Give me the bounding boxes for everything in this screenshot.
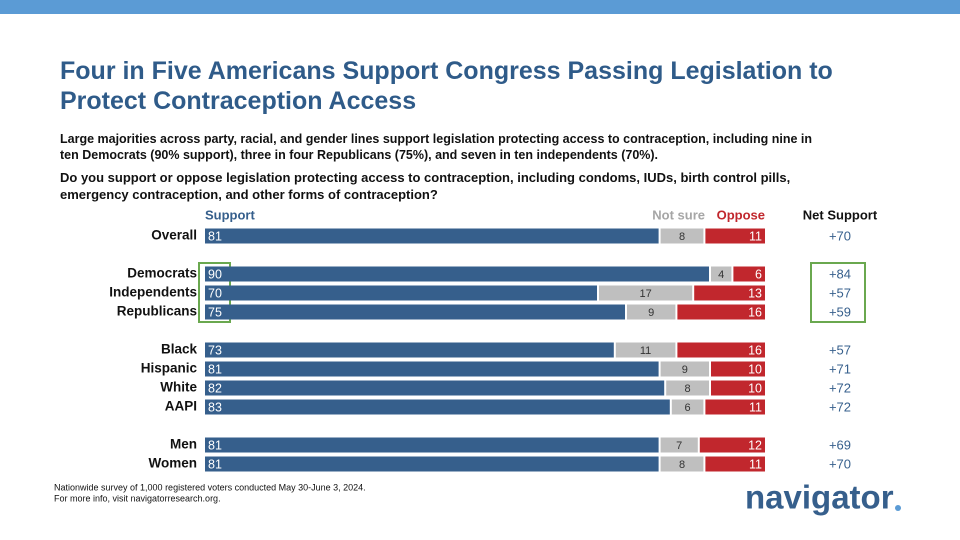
value-label: 81	[208, 438, 222, 452]
bar-segment	[660, 228, 704, 244]
value-label: 81	[208, 457, 222, 471]
value-label: 10	[748, 381, 762, 395]
bar-segment	[677, 304, 765, 320]
legend-label: Oppose	[717, 207, 765, 222]
value-label: 11	[749, 400, 762, 414]
value-label: 6	[685, 402, 691, 414]
value-label: 70	[208, 286, 222, 300]
value-label: 16	[748, 343, 762, 357]
bar-segment	[666, 380, 709, 396]
logo: navigator	[745, 479, 894, 516]
bar-segment	[711, 380, 765, 396]
bar-segment	[205, 228, 659, 244]
category-label: Republicans	[117, 304, 197, 319]
category-label: Independents	[109, 285, 197, 300]
bar-segment	[660, 437, 698, 453]
value-label: 13	[748, 286, 762, 300]
bar-segment	[205, 285, 597, 301]
value-label: 12	[748, 438, 762, 452]
category-label: Men	[170, 437, 197, 452]
value-label: 11	[640, 345, 651, 357]
footnote: For more info, visit navigatorresearch.o…	[54, 493, 221, 503]
chart-title: Four in Five Americans Support Congress …	[60, 57, 833, 115]
bar-segment	[205, 380, 665, 396]
bar-segment	[205, 456, 659, 472]
net-support-label: +57	[829, 342, 851, 357]
net-support-label: +57	[829, 285, 851, 300]
bar-segment	[205, 361, 659, 377]
bar-segment	[660, 456, 704, 472]
bar-segment	[711, 361, 765, 377]
category-label: Hispanic	[141, 361, 198, 376]
category-label: AAPI	[165, 399, 197, 414]
value-label: 8	[679, 459, 685, 471]
value-label: 11	[749, 229, 762, 243]
bar-segment	[694, 285, 765, 301]
value-label: 11	[749, 457, 762, 471]
value-label: 75	[208, 305, 222, 319]
value-label: 9	[648, 307, 654, 319]
net-support-label: +72	[829, 380, 851, 395]
logo-dot	[895, 505, 901, 511]
value-label: 17	[639, 288, 651, 300]
value-label: 16	[748, 305, 762, 319]
net-support-label: +59	[829, 304, 851, 319]
value-label: 4	[718, 269, 724, 281]
net-support-label: +70	[829, 228, 851, 243]
bar-segment	[699, 437, 765, 453]
net-support-label: +72	[829, 399, 851, 414]
top-strip	[0, 0, 960, 14]
bar-segment	[677, 342, 765, 358]
net-header: Net Support	[803, 207, 878, 222]
highlight-box	[810, 262, 866, 323]
value-label: 9	[682, 364, 688, 376]
bar-segment	[205, 437, 659, 453]
bar-segment	[733, 266, 765, 282]
bar-segment	[671, 399, 704, 415]
bar-segment	[660, 361, 709, 377]
net-support-label: +69	[829, 437, 851, 452]
value-label: 6	[755, 267, 762, 281]
footnote: Nationwide survey of 1,000 registered vo…	[54, 482, 366, 492]
category-label: Women	[148, 456, 197, 471]
legend-label: Support	[205, 207, 255, 222]
bar-segment	[205, 399, 670, 415]
category-label: Black	[161, 342, 198, 357]
bar-segment	[705, 228, 765, 244]
net-support-label: +71	[829, 361, 851, 376]
category-label: White	[160, 380, 197, 395]
legend-label: Not sure	[652, 207, 705, 222]
value-label: 90	[208, 267, 222, 281]
bar-segment	[205, 266, 709, 282]
value-label: 83	[208, 400, 222, 414]
bar-segment	[205, 342, 614, 358]
bar-segment	[599, 285, 693, 301]
category-label: Democrats	[127, 266, 197, 281]
bar-segment	[205, 304, 625, 320]
value-label: 73	[208, 343, 222, 357]
bar-segment	[705, 456, 765, 472]
subtitle: Large majorities across party, racial, a…	[60, 132, 812, 162]
bar-segment	[615, 342, 676, 358]
value-label: 81	[208, 229, 222, 243]
bar-segment	[705, 399, 765, 415]
value-label: 8	[679, 231, 685, 243]
value-label: 82	[208, 381, 222, 395]
value-label: 8	[685, 383, 691, 395]
bar-segment	[711, 266, 732, 282]
value-label: 7	[676, 440, 682, 452]
value-label: 81	[208, 362, 222, 376]
value-label: 10	[748, 362, 762, 376]
net-support-label: +70	[829, 456, 851, 471]
category-label: Overall	[151, 228, 197, 243]
net-support-label: +84	[829, 266, 851, 281]
bar-segment	[627, 304, 676, 320]
question: Do you support or oppose legislation pro…	[60, 170, 790, 202]
